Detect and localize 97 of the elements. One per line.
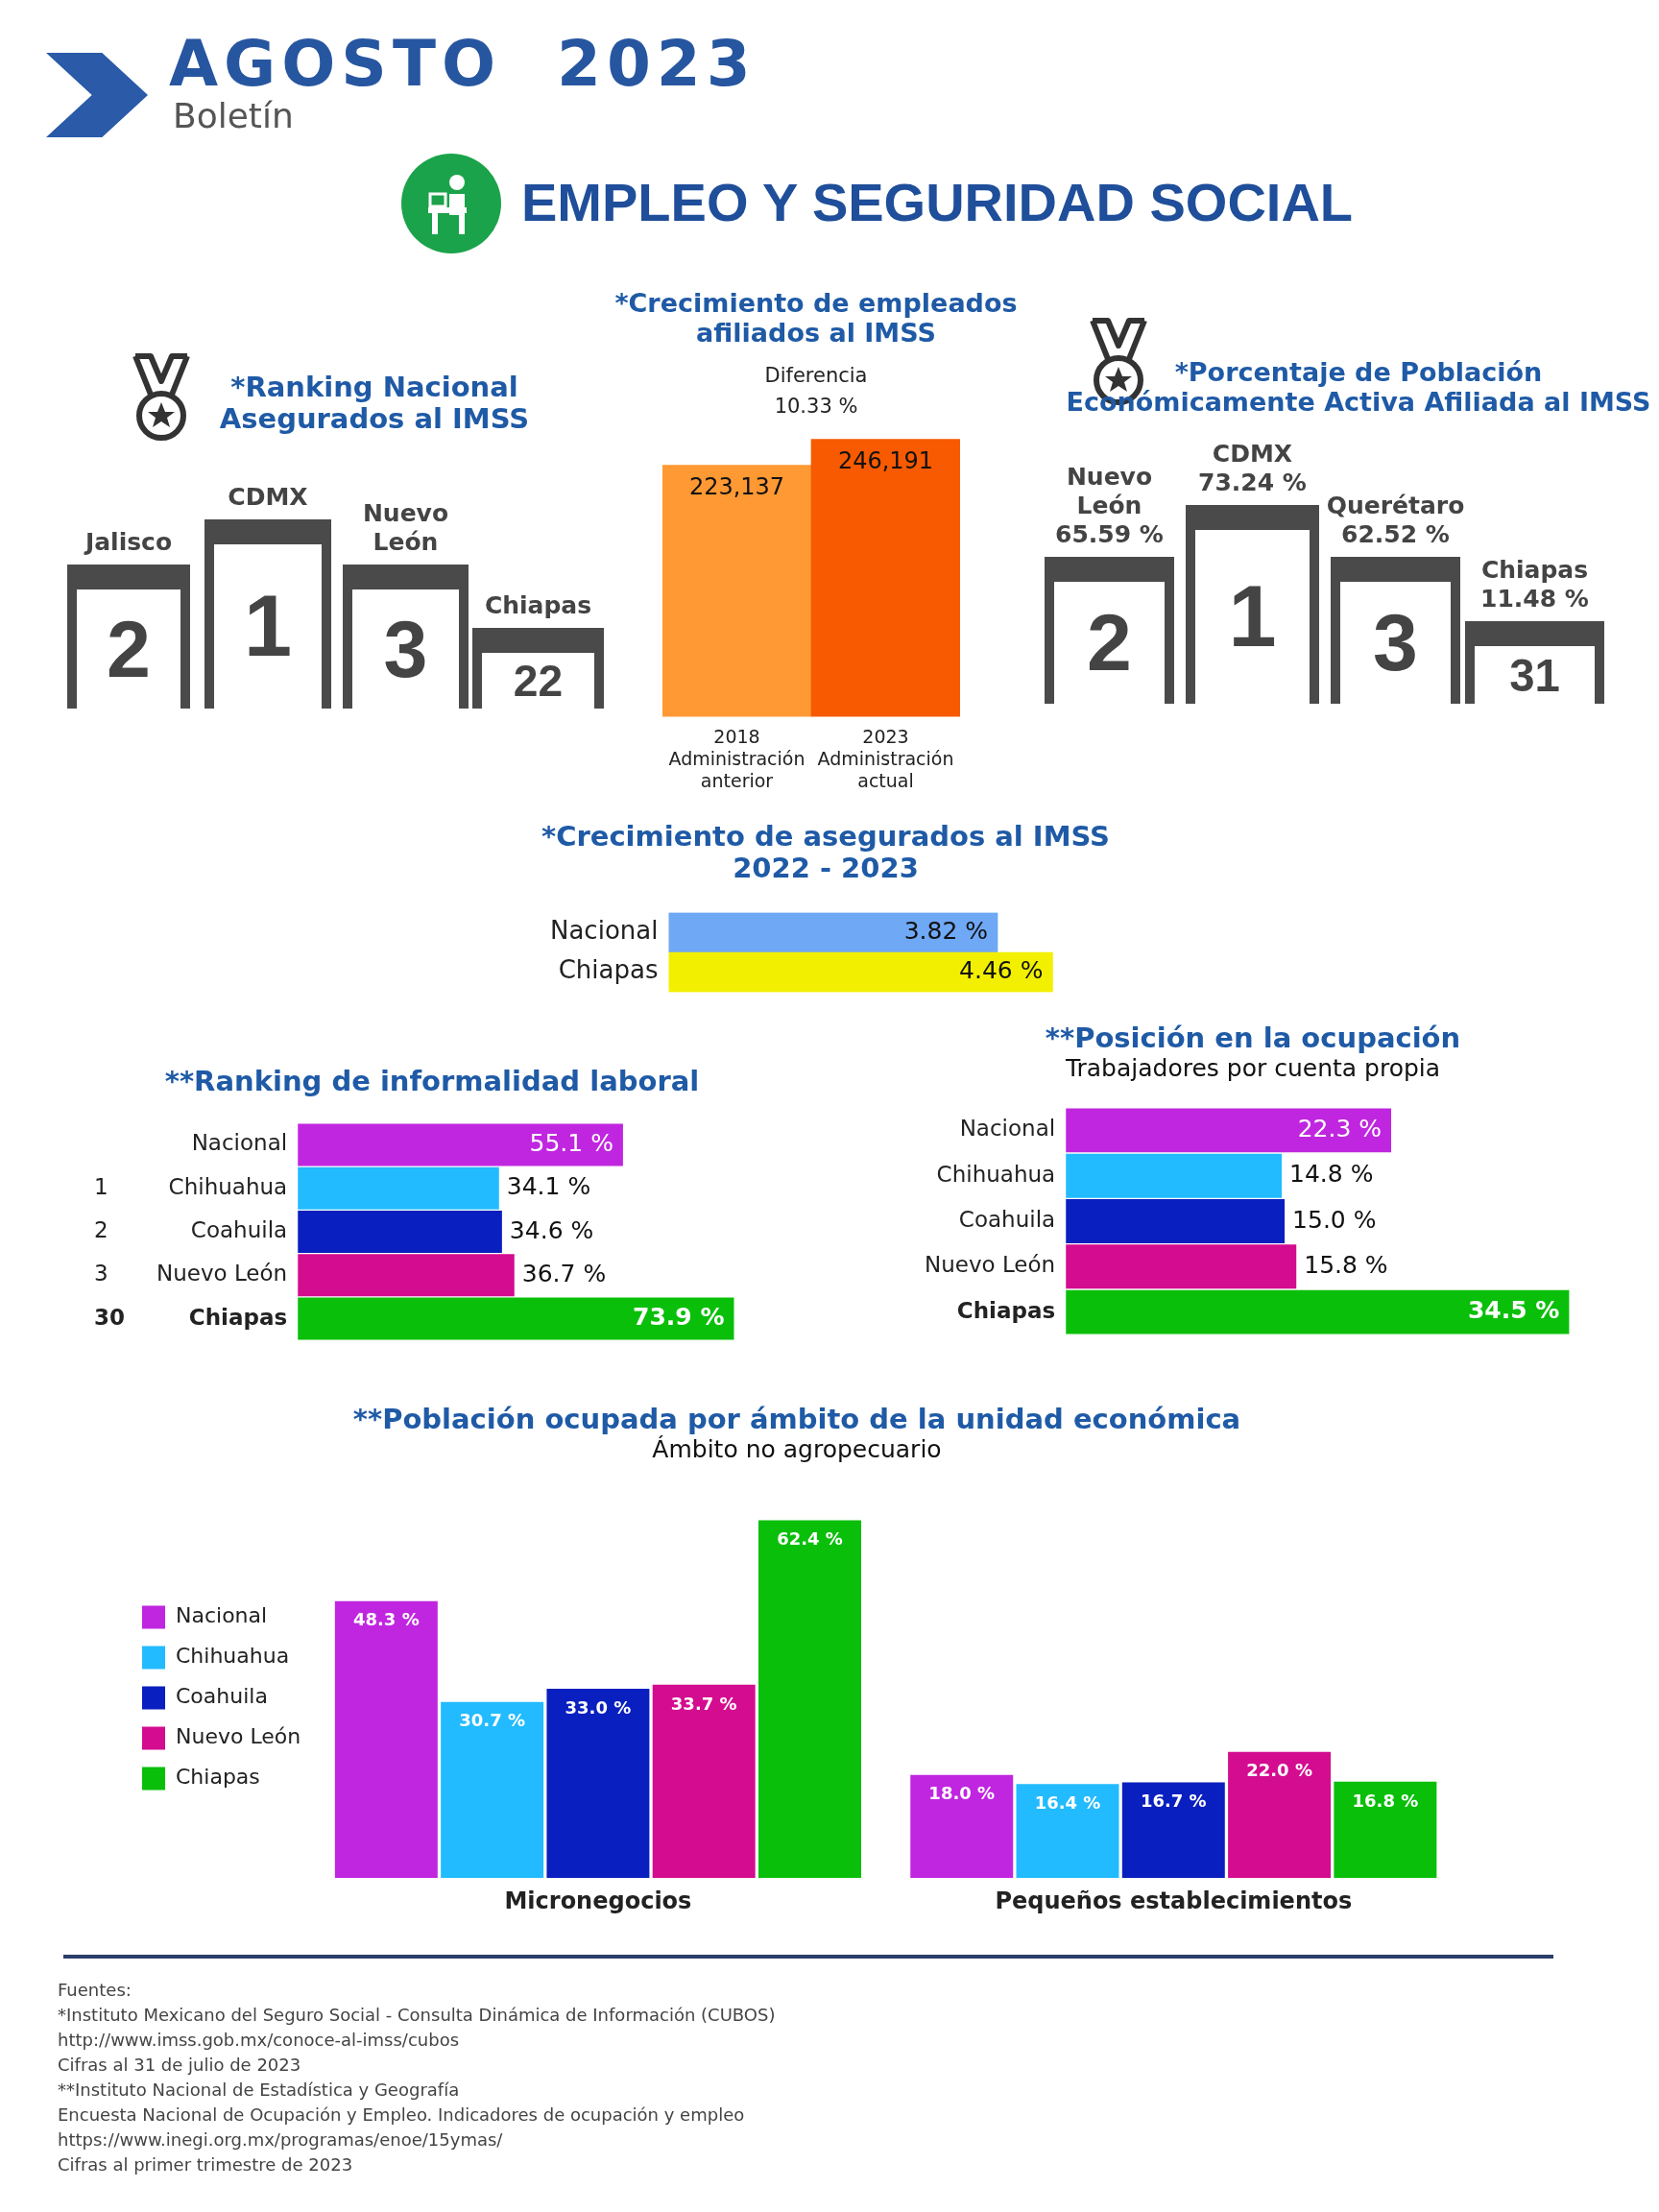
bar — [298, 1123, 623, 1166]
text: EMPLEO Y SEGURIDAD SOCIAL — [521, 171, 1354, 233]
text: 2 — [94, 1217, 108, 1243]
bar — [546, 1689, 650, 1879]
bar — [1228, 1752, 1332, 1879]
chart-title: **Ranking de informalidad laboral — [163, 1065, 701, 1098]
data-label: 73.9 % — [633, 1303, 725, 1332]
data-label: 246,191 — [837, 446, 934, 474]
chart-title: **Población ocupada por ámbito de la unidad económica — [351, 1403, 1242, 1435]
text: Nuevo León 65.59 % — [1054, 463, 1165, 549]
chart-subtitle: Trabajadores por cuenta propia — [1064, 1054, 1442, 1083]
data-label: 22.0 % — [1246, 1760, 1312, 1781]
x-tick-label: Micronegocios — [504, 1887, 692, 1915]
podium-step: 31 — [1465, 621, 1604, 704]
text: Jalisco — [83, 528, 174, 557]
y-tick-label: Coahuila — [190, 1217, 288, 1243]
bar — [1121, 1782, 1225, 1879]
text: 30 — [94, 1304, 126, 1330]
data-label: 48.3 % — [352, 1609, 420, 1630]
data-label: 3.82 % — [903, 916, 989, 945]
data-label: 15.0 % — [1292, 1205, 1377, 1234]
data-label: 22.3 % — [1297, 1115, 1382, 1143]
data-label: 16.4 % — [1034, 1792, 1101, 1814]
data-label: 30.7 % — [459, 1710, 525, 1731]
bar — [298, 1211, 502, 1254]
data-label: 34.6 % — [509, 1215, 594, 1244]
bar — [1066, 1289, 1570, 1334]
y-tick-label: Nuevo León — [925, 1252, 1056, 1278]
text: Querétaro 62.52 % — [1325, 492, 1466, 549]
bar — [334, 1600, 438, 1879]
text: Encuesta Nacional de Ocupación y Empleo. Indicadores de ocupación y empleo — [58, 2104, 746, 2127]
text: *Ranking Nacional Asegurados al IMSS — [218, 371, 531, 436]
data-label: 55.1 % — [529, 1129, 613, 1158]
bar — [298, 1167, 499, 1211]
y-tick-label: Nuevo León — [156, 1261, 288, 1286]
x-tick-label: 2023 Administración actual — [817, 726, 954, 791]
text: *Porcentaje de Población Económicamente Activa Afiliada al IMSS — [1065, 357, 1652, 418]
podium-step: 22 — [472, 628, 604, 709]
bar — [652, 1685, 756, 1879]
data-label: 16.8 % — [1352, 1790, 1419, 1811]
podium-step: 3 — [1331, 557, 1460, 704]
text: Fuentes: — [58, 1979, 132, 2002]
y-tick-label: Nacional — [191, 1130, 288, 1156]
data-label: 4.46 % — [959, 955, 1044, 984]
x-tick-label: 2018 Administración anterior — [668, 726, 805, 791]
bar — [1066, 1244, 1297, 1289]
bar — [1066, 1108, 1392, 1153]
data-label: 18.0 % — [928, 1783, 996, 1804]
data-label: 62.4 % — [777, 1528, 843, 1550]
text: CDMX — [227, 483, 309, 512]
chart-title: *Crecimiento de empleados afiliados al IMSS — [613, 288, 1019, 349]
bar — [758, 1520, 861, 1879]
chart-title: *Crecimiento de asegurados al IMSS 2022 - 2023 — [541, 820, 1111, 885]
data-label: 33.0 % — [565, 1697, 632, 1719]
data-label: 34.5 % — [1467, 1296, 1560, 1325]
data-label: 33.7 % — [670, 1693, 737, 1714]
bar — [1066, 1154, 1283, 1198]
y-tick-label: Chiapas — [956, 1297, 1056, 1323]
text: 3 — [94, 1261, 108, 1286]
bar — [910, 1775, 1014, 1879]
podium-step: 2 — [1045, 557, 1174, 704]
chart-subtitle: Ámbito no agropecuario — [651, 1435, 943, 1464]
podium-step: 2 — [67, 565, 190, 709]
x-tick-label: Pequeños establecimientos — [995, 1887, 1353, 1915]
text: Cifras al primer trimestre de 2023 — [58, 2153, 354, 2176]
bar — [1066, 1199, 1286, 1244]
data-label: 36.7 % — [521, 1260, 607, 1288]
chart-title: **Posición en la ocupación — [1044, 1022, 1462, 1055]
y-tick-label: Chihuahua — [168, 1174, 288, 1200]
text: Cifras al 31 de julio de 2023 — [58, 2054, 302, 2077]
y-tick-label: Chiapas — [188, 1304, 288, 1330]
text: **Instituto Nacional de Estadística y Geografía — [58, 2079, 461, 2102]
text: Chiapas — [483, 591, 593, 620]
text: *Instituto Mexicano del Seguro Social - Consulta Dinámica de Información (CUBOS) — [58, 2004, 776, 2027]
data-label: 223,137 — [688, 472, 785, 500]
bar — [1016, 1784, 1119, 1879]
y-tick-label: Coahuila — [958, 1207, 1056, 1233]
text: http://www.imss.gob.mx/conoce-al-imss/cubos — [58, 2029, 461, 2052]
text: Chiapas 11.48 % — [1479, 556, 1590, 613]
bar — [298, 1254, 515, 1297]
data-label: 34.1 % — [506, 1172, 591, 1201]
data-label: 16.7 % — [1140, 1791, 1207, 1812]
bar — [298, 1297, 734, 1340]
text: Diferencia 10.33 % — [763, 363, 869, 420]
bar — [441, 1702, 544, 1879]
text: Nuevo León — [361, 499, 450, 557]
y-tick-label: Nacional — [959, 1116, 1056, 1142]
data-label: 15.8 % — [1304, 1251, 1388, 1280]
data-label: 14.8 % — [1289, 1160, 1374, 1189]
podium-step: 1 — [204, 519, 331, 709]
y-tick-label: Chihuahua — [936, 1162, 1056, 1188]
podium-step: 1 — [1186, 505, 1319, 704]
bar — [1334, 1782, 1437, 1879]
podium-step: 3 — [343, 565, 469, 709]
text: 1 — [94, 1174, 108, 1200]
text: CDMX 73.24 % — [1198, 440, 1307, 496]
text: https://www.inegi.org.mx/programas/enoe/15ymas/ — [58, 2128, 504, 2152]
